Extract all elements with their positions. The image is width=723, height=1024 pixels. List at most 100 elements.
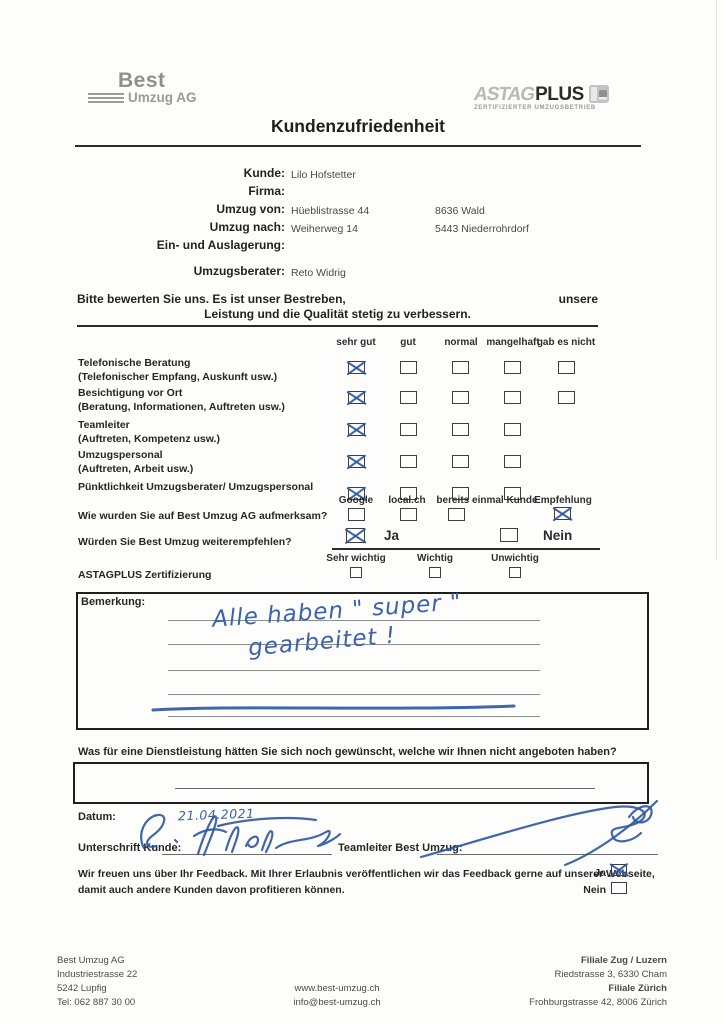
rating-checkbox[interactable]	[348, 455, 365, 468]
astag-subtext: ZERTIFIZIERTER UMZUGSBETRIEB	[474, 105, 596, 111]
rating-checkbox[interactable]	[504, 391, 521, 404]
kunde-label: Kunde:	[243, 166, 285, 180]
rating-checkbox[interactable]	[400, 423, 417, 436]
rating-row-label: Umzugspersonal	[78, 449, 163, 461]
footer-phone: Tel: 062 887 30 00	[57, 997, 136, 1008]
rating-checkbox[interactable]	[400, 487, 417, 500]
footer-email: info@best-umzug.ch	[293, 997, 381, 1008]
teamleiter-signature	[419, 799, 659, 867]
firma-label: Firma:	[248, 184, 285, 198]
col-header: sehr gut	[336, 337, 376, 348]
umzug-nach-street: Weiherweg 14	[291, 223, 358, 235]
source-header: bereits einmal Kunde	[436, 495, 538, 506]
nein-label: Nein	[543, 528, 573, 543]
col-header: normal	[444, 337, 478, 348]
rating-checkbox[interactable]	[504, 455, 521, 468]
bemerkung-box[interactable]	[76, 592, 649, 730]
footer-right-block: Filiale Zug / Luzern Riedstrasse 3, 6330…	[440, 954, 667, 1010]
ruled-line	[168, 670, 540, 671]
aufmerksam-question: Wie wurden Sie auf Best Umzug AG aufmerk…	[78, 510, 328, 522]
rating-checkbox[interactable]	[348, 423, 365, 436]
rating-checkbox[interactable]	[452, 487, 469, 500]
weiterempfehlen-question: Würden Sie Best Umzug weiterempfehlen?	[78, 536, 292, 548]
title-divider	[75, 145, 641, 147]
rating-checkbox[interactable]	[400, 361, 417, 374]
umzug-von-street: Hüeblistrasse 44	[291, 205, 370, 217]
rating-checkbox[interactable]	[558, 361, 575, 374]
weiterempfehlen-divider	[332, 548, 600, 550]
answer-line	[175, 788, 595, 789]
rating-checkbox[interactable]	[348, 487, 365, 500]
col-header: gab es nicht	[536, 337, 596, 348]
importance-checkbox[interactable]	[350, 567, 362, 578]
rating-row-label: Pünktlichkeit Umzugsberater/ Umzugsperso…	[78, 481, 314, 493]
rating-checkbox[interactable]	[400, 455, 417, 468]
source-checkbox[interactable]	[348, 508, 365, 521]
footer-branch1: Filiale Zug / Luzern	[580, 955, 667, 966]
rating-row-sublabel: (Telefonischer Empfang, Auskunft usw.)	[78, 371, 278, 383]
rating-checkbox[interactable]	[452, 455, 469, 468]
dienstleistung-box[interactable]	[73, 762, 649, 804]
rating-checkbox[interactable]	[348, 361, 365, 374]
feedback-ja-checkbox[interactable]	[611, 864, 627, 876]
source-checkbox[interactable]	[400, 508, 417, 521]
rating-checkbox[interactable]	[348, 391, 365, 404]
astag-ghost-text: ASTAG	[472, 84, 537, 105]
rating-checkbox[interactable]	[452, 361, 469, 374]
feedback-line1: Wir freuen uns über Ihr Feedback. Mit Ih…	[78, 868, 655, 880]
sofa-box-icon	[588, 85, 609, 103]
source-checkbox[interactable]	[448, 508, 465, 521]
footer-city: 5242 Lupfig	[57, 983, 107, 994]
footer-left-block: Best Umzug AG Industriestrasse 22 5242 L…	[57, 954, 137, 1010]
rating-checkbox[interactable]	[504, 487, 521, 500]
best-umzug-logo: Best Umzug AG	[88, 69, 197, 105]
source-header: Google	[338, 495, 374, 506]
rating-row-sublabel: (Auftreten, Kompetenz usw.)	[78, 433, 220, 445]
rating-row-label: Besichtigung vor Ort	[78, 387, 183, 399]
ja-checkbox[interactable]	[346, 528, 365, 543]
importance-checkbox[interactable]	[509, 567, 521, 578]
teamleiter-signature-line	[437, 854, 658, 855]
rating-checkbox[interactable]	[504, 361, 521, 374]
rating-checkbox[interactable]	[452, 423, 469, 436]
nein-checkbox[interactable]	[500, 528, 518, 542]
rating-checkbox[interactable]	[452, 391, 469, 404]
kunde-signature-line	[162, 854, 332, 855]
importance-header: Wichtig	[416, 553, 454, 564]
teamleiter-label: Teamleiter Best Umzug:	[338, 842, 463, 854]
source-header: Empfehlung	[534, 495, 592, 506]
scan-edge-line	[716, 0, 717, 560]
intro-line1: Bitte bewerten Sie uns. Es ist unser Bes…	[77, 292, 346, 306]
rating-row-sublabel: (Beratung, Informationen, Auftreten usw.…	[78, 401, 285, 413]
umzug-von-city: 8636 Wald	[435, 205, 485, 217]
ruled-line	[168, 644, 540, 645]
berater-value: Reto Widrig	[291, 267, 346, 279]
unterschrift-kunde-label: Unterschrift Kunde:	[78, 842, 182, 854]
importance-header: Sehr wichtig	[326, 553, 386, 564]
rating-checkbox[interactable]	[504, 423, 521, 436]
source-header: local.ch	[388, 495, 426, 506]
rating-checkbox[interactable]	[558, 391, 575, 404]
feedback-nein-checkbox[interactable]	[611, 882, 627, 894]
rating-checkbox[interactable]	[400, 391, 417, 404]
feedback-line2: damit auch andere Kunden davon profitier…	[78, 884, 345, 896]
col-header: gut	[400, 337, 416, 348]
logo-wordmark: Best	[118, 69, 166, 92]
umzug-nach-city: 5443 Niederrohrdorf	[435, 223, 529, 235]
kunde-value: Lilo Hofstetter	[291, 169, 356, 181]
rating-row-label: Teamleiter	[78, 419, 130, 431]
source-checkbox[interactable]	[554, 507, 571, 520]
rating-row-sublabel: (Auftreten, Arbeit usw.)	[78, 463, 194, 475]
footer-company: Best Umzug AG	[57, 955, 125, 966]
bemerkung-label: Bemerkung:	[81, 596, 146, 608]
importance-checkbox[interactable]	[429, 567, 441, 578]
dienstleistung-question: Was für eine Dienstleistung hätten Sie s…	[78, 746, 617, 758]
intro-line2: Leistung und die Qualität stetig zu verb…	[204, 307, 471, 321]
datum-label: Datum:	[78, 811, 116, 823]
zertifizierung-label: ASTAGPLUS Zertifizierung	[78, 569, 212, 581]
footer-street: Industriestrasse 22	[57, 969, 138, 980]
feedback-ja-label: Ja	[594, 867, 606, 879]
lagerung-label: Ein- und Auslagerung:	[156, 238, 285, 252]
ruled-line	[168, 620, 540, 621]
umzug-nach-label: Umzug nach:	[209, 220, 285, 234]
